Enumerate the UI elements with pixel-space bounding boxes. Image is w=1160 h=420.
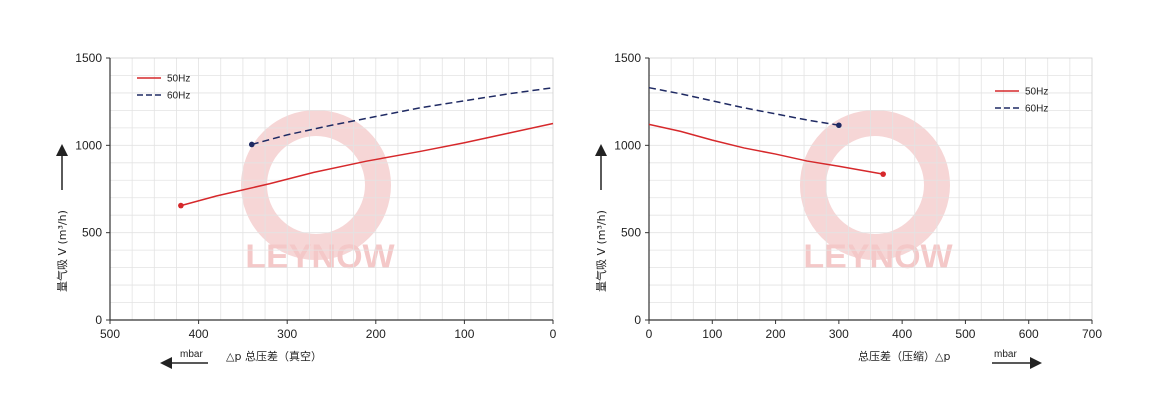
x-tick-labels: 500 400 300 200 100 0 (100, 327, 557, 341)
series-line-60Hz (251, 86, 554, 146)
y-tick-label: 1500 (75, 51, 102, 65)
x-tick-label: 0 (646, 327, 653, 341)
x-label-text: 总压差（压缩）△p (858, 349, 950, 363)
legend-label-60Hz: 60Hz (1025, 104, 1048, 115)
series-endpoint-60Hz (836, 122, 842, 129)
y-tick-label: 0 (634, 313, 641, 327)
x-tick-label: 400 (892, 327, 912, 341)
series-endpoint-50Hz (880, 171, 886, 177)
x-label-text: △p 总压差（真空） (226, 349, 322, 363)
legend: 50Hz 60Hz (137, 74, 190, 102)
series-line-50Hz (180, 122, 554, 207)
x-tick-label: 200 (766, 327, 786, 341)
y-tick-label: 1000 (75, 138, 102, 152)
pressure-chart: LEYNOW 0 100 200 300 400 500 600 700 0 500 1000 15… (594, 51, 1103, 369)
x-unit-text: mbar (994, 349, 1017, 360)
series-line-50Hz (648, 123, 884, 175)
x-tick-label: 300 (829, 327, 849, 341)
x-tick-label: 100 (702, 327, 722, 341)
x-unit: mbar (160, 349, 208, 369)
y-label-text: 量气吸 V (m³/h) (594, 210, 608, 292)
watermark-logo: LEYNOW (241, 110, 396, 276)
axes (645, 57, 1093, 324)
watermark-text: LEYNOW (803, 238, 953, 276)
y-tick-label: 500 (621, 226, 641, 240)
legend-label-60Hz: 60Hz (167, 91, 190, 102)
x-tick-label: 500 (955, 327, 975, 341)
x-tick-label: 500 (100, 327, 120, 341)
y-tick-label: 1000 (614, 138, 641, 152)
y-tick-label: 1500 (614, 51, 641, 65)
grid (110, 58, 553, 320)
x-tick-labels: 0 100 200 300 400 500 600 700 (646, 327, 1103, 341)
grid (649, 58, 1092, 320)
x-tick-label: 300 (277, 327, 297, 341)
watermark-text: LEYNOW (245, 238, 395, 276)
x-tick-label: 600 (1019, 327, 1039, 341)
x-tick-label: 200 (366, 327, 386, 341)
series-endpoint-50Hz (178, 202, 184, 209)
axes (106, 57, 554, 324)
legend-label-50Hz: 50Hz (167, 74, 190, 85)
series-endpoint-60Hz (248, 141, 255, 148)
x-tick-label: 400 (189, 327, 209, 341)
x-unit-text: mbar (180, 349, 203, 360)
legend-label-50Hz: 50Hz (1025, 87, 1048, 98)
x-tick-label: 100 (454, 327, 474, 341)
x-unit: mbar (992, 349, 1042, 369)
series-lines (178, 86, 554, 209)
x-tick-label: 700 (1082, 327, 1102, 341)
y-tick-labels: 0 500 1000 1500 (614, 51, 641, 327)
y-tick-label: 500 (82, 226, 102, 240)
x-tick-label: 0 (550, 327, 557, 341)
legend: 50Hz 60Hz (995, 87, 1048, 115)
y-tick-labels: 0 500 1000 1500 (75, 51, 102, 327)
y-axis-label: 量气吸 V (m³/h) (594, 144, 608, 292)
y-label-text: 量气吸 V (m³/h) (55, 210, 69, 292)
y-axis-label: 量气吸 V (m³/h) (55, 144, 69, 292)
series-lines (648, 86, 886, 177)
y-tick-label: 0 (95, 313, 102, 327)
